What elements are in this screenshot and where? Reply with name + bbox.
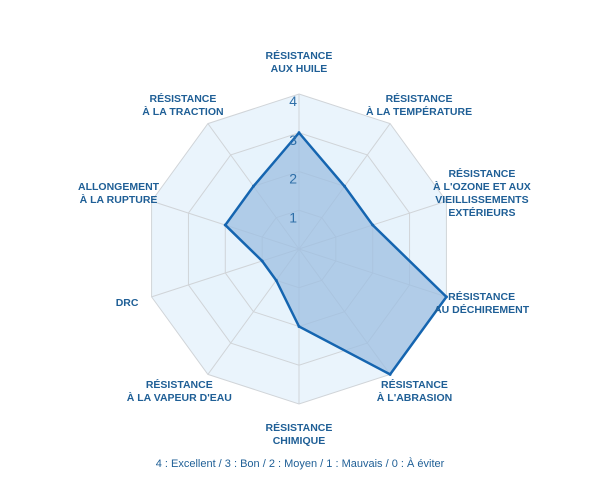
axis-label-7: DRC — [115, 297, 139, 310]
axis-label-0: RÉSISTANCE AUX HUILE — [265, 50, 333, 75]
data-point-0 — [297, 131, 301, 135]
data-point-5 — [297, 325, 301, 328]
axis-label-8: ALLONGEMENT À LA RUPTURE — [78, 181, 160, 207]
axis-label-2: RÉSISTANCE À L'OZONE ET AUX VIEILLISSEME… — [433, 168, 531, 220]
tick-label-3: 3 — [289, 132, 297, 148]
data-point-9 — [251, 184, 255, 188]
data-point-2 — [371, 223, 375, 227]
data-point-6 — [274, 278, 278, 282]
data-point-7 — [260, 259, 264, 263]
data-point-4 — [388, 372, 392, 376]
tick-label-4: 4 — [289, 93, 297, 109]
data-point-1 — [343, 184, 347, 188]
axis-label-4: RÉSISTANCE À L'ABRASION — [376, 379, 453, 405]
tick-label-2: 2 — [289, 171, 297, 187]
tick-label-1: 1 — [289, 209, 297, 225]
axis-label-6: RÉSISTANCE À LA VAPEUR D'EAU — [126, 379, 232, 405]
chart-legend: 4 : Excellent / 3 : Bon / 2 : Moyen / 1 … — [155, 458, 445, 470]
data-point-3 — [444, 295, 448, 299]
axis-label-5: RÉSISTANCE CHIMIQUE — [265, 422, 333, 447]
axis-label-3: RÉSISTANCE AU DÉCHIREMENT — [434, 290, 530, 316]
axis-label-1: RÉSISTANCE À LA TEMPÉRATURE — [365, 92, 473, 118]
data-point-8 — [223, 223, 227, 227]
axis-label-9: RÉSISTANCE À LA TRACTION — [142, 92, 224, 118]
